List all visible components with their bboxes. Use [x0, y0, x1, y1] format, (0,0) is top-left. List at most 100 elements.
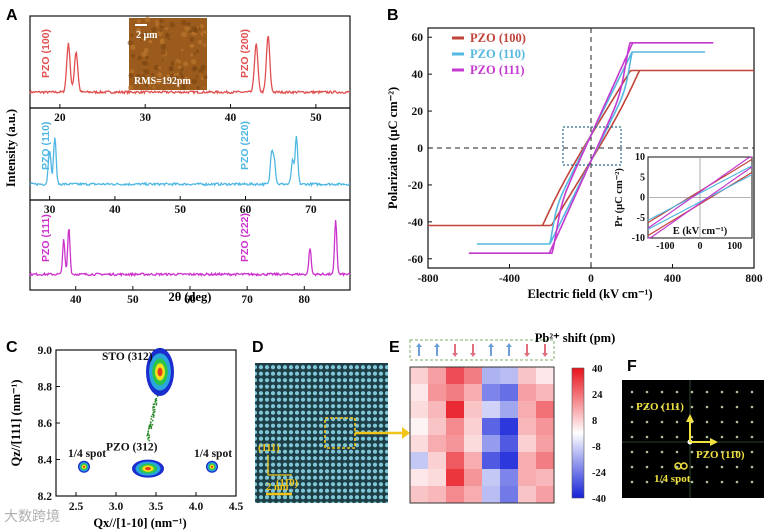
afm-grain — [128, 84, 134, 91]
heatmap-cell — [410, 418, 429, 436]
rsm-y-tick-label: 9.0 — [38, 345, 53, 357]
pe-loop-110 — [476, 51, 706, 245]
inset-x-tick-label: 100 — [727, 241, 742, 252]
xrd-tick-label: 30 — [44, 204, 56, 216]
afm-grain — [191, 44, 195, 48]
afm-grain — [186, 22, 191, 27]
rsm-streak-pt — [155, 402, 158, 405]
heatmap-cell — [500, 401, 519, 419]
panel-label-e: E — [389, 339, 400, 356]
inset-y-tick-label: -10 — [632, 233, 645, 244]
afm-grain — [158, 65, 162, 70]
afm-grain — [147, 81, 152, 87]
afm-grain — [140, 34, 146, 39]
afm-grain — [160, 43, 167, 50]
fft-spot — [750, 480, 754, 484]
xrd-trace — [29, 136, 351, 188]
afm-grain — [159, 39, 165, 45]
fft-spot — [750, 390, 754, 394]
fft-spot — [705, 465, 709, 469]
fft-spot — [630, 420, 634, 424]
panel-c-rsm: STO (312)PZO (312)1/4 spot 1/4 spot 2.5 3.… — [9, 345, 243, 530]
fft-spot — [675, 435, 679, 439]
fft-spot — [705, 435, 709, 439]
rsm-spot-label: 1/4 spot — [194, 448, 232, 460]
fft-spot — [675, 480, 679, 484]
afm-grain — [182, 82, 186, 86]
afm-grain — [161, 50, 166, 55]
fft-image — [622, 380, 764, 498]
afm-grain — [202, 74, 208, 80]
afm-grain — [165, 27, 168, 31]
fft-spot — [630, 480, 634, 484]
xrd-frame — [29, 199, 351, 291]
fft-spot — [705, 450, 709, 454]
fft-spot — [735, 405, 739, 409]
xrd-peak-label: PZO (100) — [40, 29, 52, 78]
fft-spot — [750, 420, 754, 424]
rsm-streak-pt — [151, 423, 154, 426]
heatmap-cell — [428, 452, 447, 470]
afm-grain — [155, 23, 159, 27]
heatmap-cell — [410, 384, 429, 402]
fft-spot — [690, 465, 694, 469]
dipole-arrowhead — [416, 343, 422, 347]
inset-x-tick-label: -100 — [656, 241, 674, 252]
fft-spot — [645, 420, 649, 424]
heatmap-cell — [518, 418, 537, 436]
fft-spot — [690, 450, 694, 454]
heatmap-cell — [428, 367, 447, 385]
afm-grain — [203, 30, 208, 35]
xrd-trace — [29, 219, 351, 278]
heatmap-cell — [428, 435, 447, 453]
rsm-contour — [145, 467, 151, 471]
panel-label-c: C — [6, 339, 18, 356]
afm-grain — [180, 84, 186, 91]
roi-arrowhead — [402, 427, 410, 439]
heatmap-cell — [464, 384, 483, 402]
panel-b-pe-loops: -800 -400 0 400 800 -60 -40 -20 0 20 40 60 Polariza… — [386, 27, 763, 301]
heatmap-cell — [536, 486, 555, 504]
fft-spot — [660, 450, 664, 454]
heatmap-cell — [500, 384, 519, 402]
colorbar-tick-label: 8 — [592, 416, 597, 427]
heatmap-cell — [446, 452, 465, 470]
fft-spot — [705, 390, 709, 394]
heatmap-cell — [482, 418, 501, 436]
heatmap-cell — [482, 469, 501, 487]
fft-spot — [705, 420, 709, 424]
afm-grain — [168, 38, 171, 41]
afm-grain — [144, 16, 151, 23]
afm-grain — [151, 73, 155, 77]
afm-grain — [136, 30, 140, 34]
rsm-streak-pt — [155, 404, 158, 406]
watermark: 大数跨境 — [4, 509, 60, 525]
fft-arrowhead-110 — [710, 438, 718, 446]
fft-spot — [750, 465, 754, 469]
xrd-tick-label: 50 — [174, 204, 186, 216]
inset-y-tick-label: -5 — [637, 213, 645, 224]
fft-label-spot: 1/4 spot — [654, 473, 691, 485]
afm-grain — [173, 73, 177, 76]
heatmap-cell — [446, 384, 465, 402]
pe-y-tick-label: 0 — [417, 143, 423, 155]
xrd-frame — [29, 107, 351, 201]
rsm-y-tick-label: 8.6 — [38, 418, 53, 430]
rsm-streak-pt — [151, 419, 154, 422]
stem-label-111: (111) — [258, 443, 280, 454]
heatmap-cell — [464, 418, 483, 436]
rsm-streak-pt — [153, 403, 156, 406]
afm-grain — [168, 66, 173, 71]
afm-grain — [181, 48, 184, 52]
fft-spot — [720, 390, 724, 394]
xrd-peak-label: PZO (220) — [239, 121, 251, 170]
xrd-tick-label: 80 — [299, 294, 311, 306]
colorbar-tick-label: -24 — [592, 468, 607, 479]
afm-grain — [181, 20, 187, 26]
afm-grain — [152, 85, 156, 89]
rsm-streak-pt — [154, 400, 157, 402]
fft-spot — [675, 405, 679, 409]
afm-grain — [161, 59, 164, 62]
fft-spot — [705, 480, 709, 484]
inset-y-tick-label: 10 — [635, 152, 645, 163]
